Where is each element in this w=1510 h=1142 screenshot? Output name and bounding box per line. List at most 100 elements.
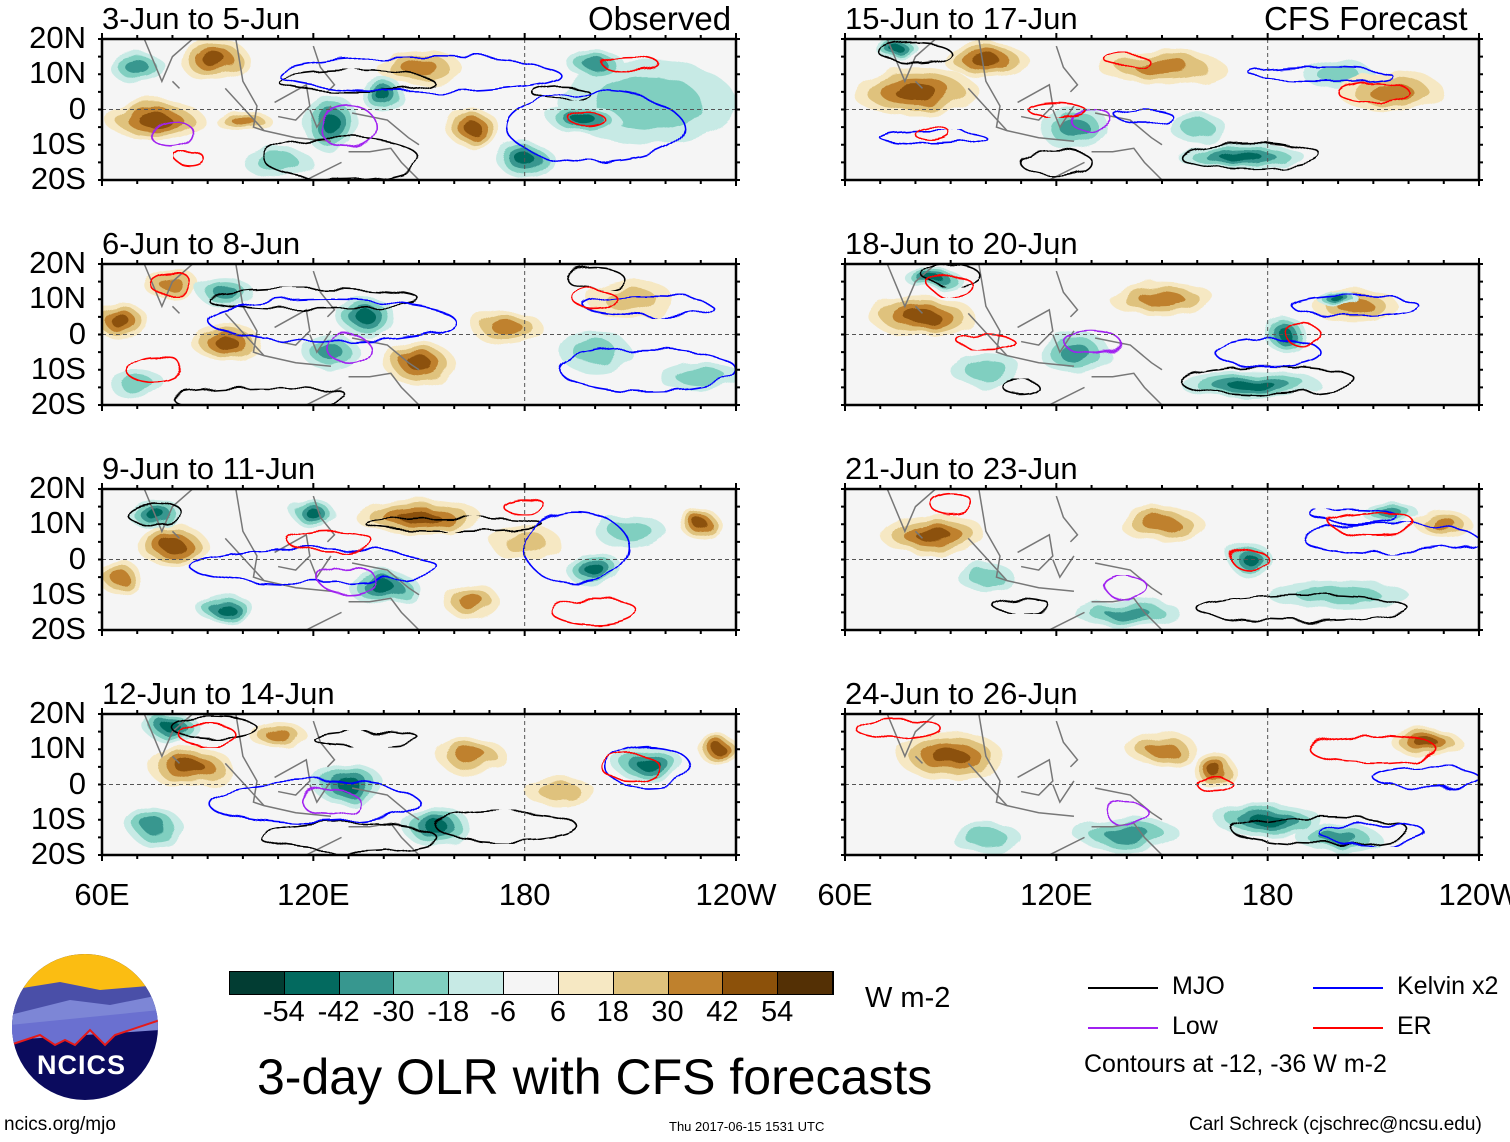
olr-anomaly [407, 355, 431, 370]
low-legend-line [1088, 1027, 1158, 1029]
figure-title: 3-day OLR with CFS forecasts [257, 1049, 933, 1105]
er-contour [175, 151, 205, 167]
site-url[interactable]: ncics.org/mjo [4, 1114, 116, 1135]
colorbar-swatch [339, 972, 395, 994]
er-contour [1309, 734, 1438, 765]
olr-anomaly [456, 748, 487, 764]
olr-anomaly [693, 519, 708, 529]
colorbar-units: W m-2 [865, 982, 951, 1014]
colorbar-label: 54 [761, 996, 794, 1028]
er-contour [914, 126, 952, 143]
olr-anomaly [604, 286, 656, 312]
er-contour [928, 273, 973, 297]
olr-anomaly [675, 368, 727, 386]
olr-anomaly [321, 114, 341, 133]
er-contour [125, 354, 184, 385]
kelvin-contour [1291, 294, 1420, 318]
colorbar-label: -54 [262, 996, 305, 1028]
olr-anomaly [125, 61, 150, 74]
y-tick-label: 0 [68, 765, 86, 801]
olr-anomaly [491, 319, 523, 336]
panel-label-forecast: CFS Forecast [1264, 0, 1468, 37]
olr-anomaly [202, 53, 227, 68]
olr-anomaly [890, 46, 905, 54]
er-contour [287, 530, 375, 554]
olr-anomaly [110, 314, 130, 327]
kelvin-contour [879, 129, 987, 146]
coastlines [886, 39, 1163, 180]
olr-anomaly [585, 564, 605, 576]
coastlines [143, 39, 420, 180]
y-tick-label: 10S [30, 575, 86, 611]
er-contour [1284, 323, 1322, 346]
legend-note: Contours at -12, -36 W m-2 [1084, 1050, 1387, 1078]
mjo-contour [921, 264, 980, 286]
er-contour [1330, 512, 1417, 536]
olr-anomaly [1104, 606, 1150, 619]
colorbar-label: 18 [596, 996, 629, 1028]
x-tick-label: 180 [1241, 877, 1294, 912]
kelvin-contour [277, 55, 561, 93]
kelvin-contour [206, 780, 420, 825]
olr-anomaly [572, 115, 597, 125]
y-tick-label: 20S [30, 836, 86, 871]
y-tick-label: 10S [30, 350, 86, 386]
map-panel [841, 33, 1483, 186]
colorbar-swatch [668, 972, 724, 994]
olr-anomaly [971, 54, 1000, 67]
olr-anomaly [306, 508, 321, 519]
map-panel [841, 708, 1483, 861]
panel-title: 12-Jun to 14-Jun [102, 676, 335, 711]
colorbar-swatch [284, 972, 340, 994]
x-tick-label: 60E [817, 877, 873, 912]
y-tick-label: 20S [30, 611, 86, 646]
kelvin-contour [506, 91, 684, 164]
colorbar-label: 6 [549, 996, 566, 1028]
mjo-contour [206, 287, 420, 311]
kelvin-contour [189, 548, 438, 585]
olr-anomaly [110, 569, 129, 585]
y-tick-label: 20N [29, 20, 86, 55]
kelvin-contour [559, 347, 736, 392]
olr-anomaly [1058, 343, 1090, 362]
map-panel [98, 258, 740, 411]
olr-anomaly [1226, 379, 1274, 389]
x-tick-label: 120E [1020, 877, 1093, 912]
olr-anomaly [160, 538, 185, 553]
olr-anomaly [1243, 553, 1258, 566]
olr-anomaly [1134, 59, 1190, 75]
mjo-contour [259, 822, 438, 853]
er-contour [601, 55, 660, 72]
olr-anomaly [1180, 118, 1215, 136]
er-contour [552, 597, 639, 628]
colorbar [229, 971, 834, 995]
er-contour [569, 112, 607, 128]
legend-label: ER [1397, 1012, 1432, 1040]
olr-anomaly [213, 335, 238, 348]
x-tick-label: 120W [1438, 877, 1510, 912]
olr-anomaly [1331, 296, 1346, 302]
ncics-logo [12, 954, 158, 1100]
mjo-contour [879, 41, 952, 65]
y-tick-label: 20S [30, 161, 86, 196]
er-contour [1337, 80, 1410, 104]
mjo-contour [312, 730, 420, 747]
olr-anomaly [230, 115, 255, 125]
mjo-contour [365, 516, 544, 533]
colorbar-swatch [778, 972, 833, 994]
kelvin-contour [1214, 337, 1322, 368]
legend-label: Low [1172, 1012, 1218, 1040]
mjo-contour [1231, 815, 1410, 846]
panel-title: 9-Jun to 11-Jun [102, 451, 316, 486]
olr-anomaly [933, 748, 969, 765]
y-tick-label: 0 [68, 90, 86, 126]
er-contour [573, 287, 618, 311]
low-contour [319, 565, 378, 596]
olr-anomaly [609, 520, 652, 542]
olr-anomaly [356, 309, 376, 324]
colorbar-label: -30 [372, 996, 415, 1028]
mjo-contour [1178, 140, 1322, 171]
low-contour [1062, 330, 1121, 353]
coastlines [886, 264, 1163, 405]
olr-anomaly [711, 744, 726, 754]
